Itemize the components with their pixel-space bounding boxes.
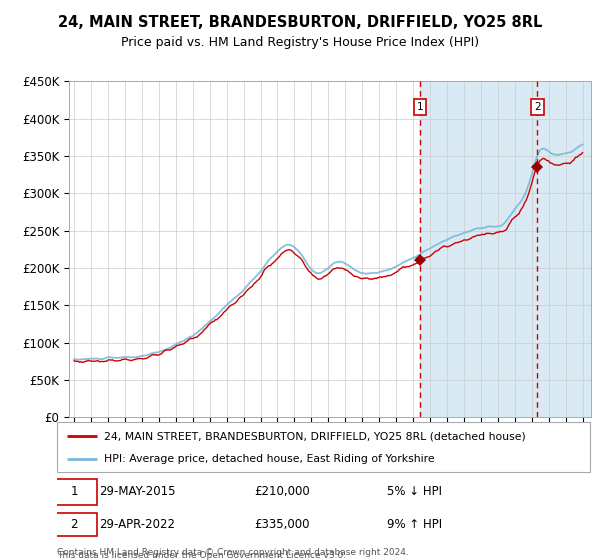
Text: 9% ↑ HPI: 9% ↑ HPI [388,517,442,531]
FancyBboxPatch shape [50,479,97,505]
Text: HPI: Average price, detached house, East Riding of Yorkshire: HPI: Average price, detached house, East… [104,454,434,464]
Text: 24, MAIN STREET, BRANDESBURTON, DRIFFIELD, YO25 8RL (detached house): 24, MAIN STREET, BRANDESBURTON, DRIFFIEL… [104,431,526,441]
Text: £335,000: £335,000 [254,517,310,531]
Text: 2: 2 [534,102,541,113]
Text: 1: 1 [417,102,424,113]
Text: £210,000: £210,000 [254,485,310,498]
Text: This data is licensed under the Open Government Licence v3.0.: This data is licensed under the Open Gov… [57,551,346,560]
Text: 2: 2 [70,517,78,531]
Text: 5% ↓ HPI: 5% ↓ HPI [388,485,442,498]
Text: Contains HM Land Registry data © Crown copyright and database right 2024.: Contains HM Land Registry data © Crown c… [57,548,409,557]
Bar [420,81,600,417]
Text: 24, MAIN STREET, BRANDESBURTON, DRIFFIELD, YO25 8RL: 24, MAIN STREET, BRANDESBURTON, DRIFFIEL… [58,15,542,30]
Text: 1: 1 [70,485,78,498]
Text: Price paid vs. HM Land Registry's House Price Index (HPI): Price paid vs. HM Land Registry's House … [121,36,479,49]
FancyBboxPatch shape [50,512,97,536]
Text: 29-APR-2022: 29-APR-2022 [100,517,176,531]
Text: 29-MAY-2015: 29-MAY-2015 [100,485,176,498]
